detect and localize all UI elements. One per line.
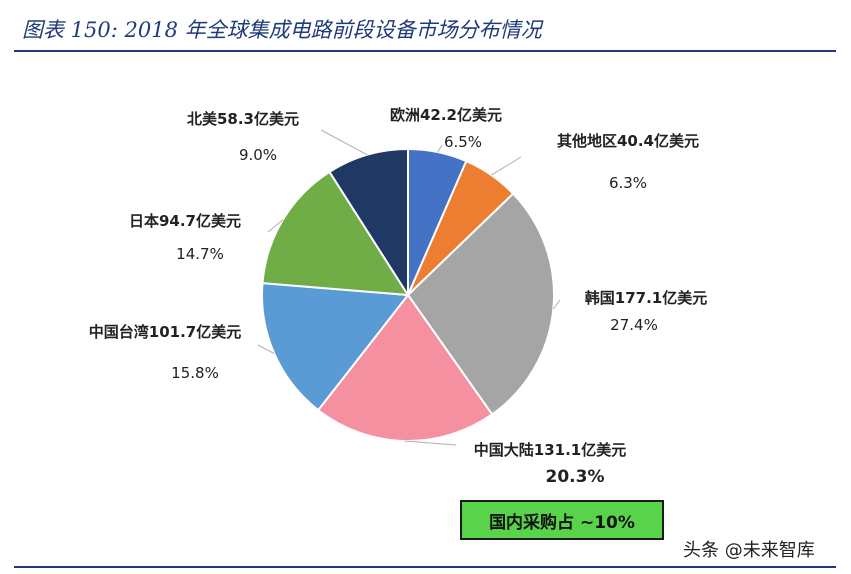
slice-label-0: 欧洲42.2亿美元 (390, 106, 502, 124)
leader-line-5 (267, 219, 284, 233)
pie-slice-5 (261, 170, 410, 297)
slice-label-5: 日本94.7亿美元 (129, 212, 241, 230)
leader-line-4 (257, 344, 275, 355)
leader-lines (257, 129, 561, 446)
pie-slice-3 (316, 293, 494, 442)
slice-pct-1: 6.3% (609, 174, 647, 192)
pie-slice-2 (406, 192, 555, 416)
source-watermark: 头条 @未来智库 (683, 540, 815, 561)
leader-line-6 (320, 129, 368, 156)
slice-labels: 欧洲42.2亿美元 6.5% 其他地区40.4亿美元 6.3% 韩国177.1亿美元 27… (89, 106, 707, 487)
slice-pct-2: 27.4% (610, 316, 658, 334)
slice-label-4: 中国台湾101.7亿美元 (89, 323, 241, 341)
leader-line-3 (404, 440, 457, 446)
domestic-share-annotation: 国内采购占 ~10% (460, 500, 664, 540)
slice-label-6: 北美58.3亿美元 (187, 110, 299, 128)
slice-pct-6: 9.0% (239, 146, 277, 164)
slice-pct-0: 6.5% (444, 133, 482, 151)
slice-label-3: 中国大陆131.1亿美元 (474, 441, 626, 459)
leader-line-2 (552, 299, 561, 310)
leader-line-0 (437, 144, 443, 153)
slice-pct-4: 15.8% (171, 364, 219, 382)
chart-title: 图表 150: 2018 年全球集成电路前段设备市场分布情况 (22, 18, 542, 42)
slice-pct-3: 20.3% (546, 467, 605, 487)
slice-label-1: 其他地区40.4亿美元 (557, 132, 699, 150)
pie-slices (261, 147, 555, 442)
pie-slice-6 (328, 147, 409, 299)
slice-label-2: 韩国177.1亿美元 (585, 289, 707, 307)
slice-pct-5: 14.7% (176, 245, 224, 263)
title-rule (14, 50, 836, 52)
leader-line-1 (491, 156, 522, 176)
footer-rule (14, 566, 836, 568)
pie-slice-4 (261, 282, 410, 412)
